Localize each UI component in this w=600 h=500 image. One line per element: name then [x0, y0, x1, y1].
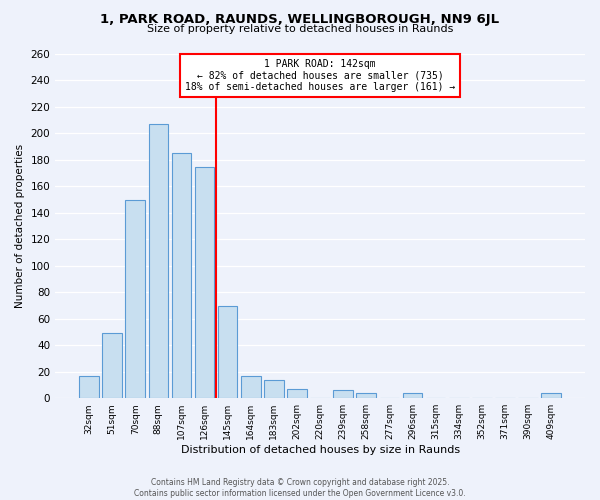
Bar [172, 154, 191, 398]
Bar [103, 334, 122, 398]
Bar [541, 393, 561, 398]
Text: Contains HM Land Registry data © Crown copyright and database right 2025.
Contai: Contains HM Land Registry data © Crown c… [134, 478, 466, 498]
Bar [149, 124, 168, 398]
Bar [195, 166, 214, 398]
Bar [403, 393, 422, 398]
X-axis label: Distribution of detached houses by size in Raunds: Distribution of detached houses by size … [181, 445, 460, 455]
Text: 1 PARK ROAD: 142sqm
← 82% of detached houses are smaller (735)
18% of semi-detac: 1 PARK ROAD: 142sqm ← 82% of detached ho… [185, 59, 455, 92]
Text: 1, PARK ROAD, RAUNDS, WELLINGBOROUGH, NN9 6JL: 1, PARK ROAD, RAUNDS, WELLINGBOROUGH, NN… [100, 12, 500, 26]
Bar [264, 380, 284, 398]
Text: Size of property relative to detached houses in Raunds: Size of property relative to detached ho… [147, 24, 453, 34]
Bar [218, 306, 238, 398]
Bar [334, 390, 353, 398]
Bar [356, 393, 376, 398]
Y-axis label: Number of detached properties: Number of detached properties [15, 144, 25, 308]
Bar [241, 376, 260, 398]
Bar [287, 389, 307, 398]
Bar [79, 376, 99, 398]
Bar [125, 200, 145, 398]
